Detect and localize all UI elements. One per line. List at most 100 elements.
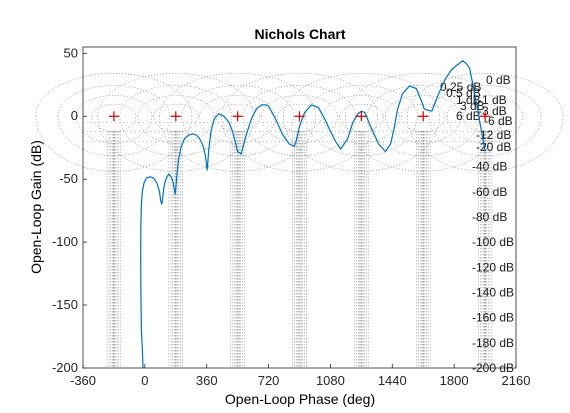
grid-contour-arc [446,116,524,144]
grid-label-3dB: 3 dB [460,99,485,113]
x-tick-label: 720 [258,373,280,388]
y-tick-label: -150 [52,297,78,312]
critical-point-marker [356,111,367,122]
y-tick-label: 50 [64,45,78,60]
grid-label--60dB: -60 dB [472,185,507,199]
grid-contour-arc [181,85,294,117]
grid-label-6dB: 6 dB [456,109,481,123]
x-tick-label: 2160 [502,373,531,388]
grid-contour-arc [137,95,215,117]
grid-contour-arc [199,95,276,117]
chart-title: Nichols Chart [254,26,345,42]
grid-contour-arc [221,73,378,117]
grid-contour-arc [366,116,480,157]
grid-label--180dB: -180 dB [472,336,514,350]
grid-contour-arc [384,95,462,117]
grid-contour-arc [159,116,316,172]
grid-contour-arc [35,73,193,117]
grid-contour-arc [119,116,233,157]
grid-label--1dB: -1 dB [478,93,507,107]
grid-label-1dB: 1 dB [456,93,481,107]
grid-contour-arc [344,116,502,172]
y-axis-ticks: -200 -150 -100 -50 0 50 [52,45,87,375]
grid-contour-arc [119,85,233,117]
grid-label-0dB: 0 dB [486,73,511,87]
x-tick-label: 1080 [316,373,345,388]
y-tick-label: 0 [71,108,78,123]
grid-label--80dB: -80 dB [472,210,507,224]
grid-contour-arc [428,116,542,157]
critical-point-marker [108,111,119,122]
grid-contour-arc [323,95,400,117]
grid-label--6dB: -6 dB [484,114,513,128]
x-axis-label: Open-Loop Phase (deg) [225,391,375,407]
grid-label--120dB: -120 dB [472,260,514,274]
critical-point-markers [108,111,491,122]
axes-box [82,46,517,369]
grid-contour-arc [366,85,480,117]
grid-contour-arc [215,103,260,117]
x-tick-label: 360 [196,373,218,388]
grid-contour-arc [215,116,260,133]
grid-contour-arc [91,116,137,133]
grid-contour-arc [75,95,153,117]
grid-contour-arc [339,103,384,117]
grid-contour-arc [199,116,276,144]
grid-contour-arc [406,73,564,117]
grid-label--140dB: -140 dB [472,285,514,299]
critical-point-marker [232,111,243,122]
critical-point-marker [294,111,305,122]
grid-contour-arc [75,116,153,144]
nichols-grid [35,73,564,368]
grid-contour-arc [384,116,462,144]
grid-contour-arc [462,116,508,133]
grid-contour-arc [323,116,400,144]
grid-label--40dB: -40 dB [472,160,507,174]
critical-point-marker [480,111,491,122]
x-axis-ticks: -360 0 360 720 1080 1440 1800 2160 [70,364,530,388]
grid-contour-arc [283,116,440,172]
grid-magnitude-labels: 0 dB0.25 dB0.5 dB1 dB-1 dB3 dB-3 dB6 dB -… [440,73,514,375]
grid-label--20dB: -20 dB [476,140,511,154]
grid-label--12dB: -12 dB [476,128,511,142]
y-tick-label: -100 [52,234,78,249]
critical-point-marker [418,111,429,122]
grid-contour-arc [221,116,378,172]
grid-label--100dB: -100 dB [472,235,514,249]
grid-contour-arc [159,73,316,117]
grid-contour-arc [97,73,255,117]
response-curve [140,60,486,369]
grid-contour-arc [91,103,137,117]
grid-label-05dB: 0.5 dB [446,86,481,100]
grid-contour-arc [283,73,440,117]
grid-contour-arc [446,95,524,117]
grid-contour-arc [277,103,322,117]
critical-point-marker [170,111,181,122]
grid-contour-arc [97,116,255,172]
grid-contour-arc [243,85,356,117]
grid-contour-arc [261,95,338,117]
grid-contour-arc [57,116,171,157]
grid-contour-arc [305,116,418,157]
grid-contour-arc [462,103,508,117]
grid-contour-arc [400,103,446,117]
grid-label-025dB: 0.25 dB [440,80,481,94]
y-tick-label: -50 [59,171,78,186]
grid-contour-arc [137,116,215,144]
grid-contour-arc [153,103,199,117]
grid-contour-arc [261,116,338,144]
grid-contour-arc [339,116,384,133]
grid-contour-arc [428,85,542,117]
grid-contour-arc [344,73,502,117]
grid-contour-arc [406,116,564,172]
grid-contour-arc [181,116,294,157]
x-tick-label: -360 [70,373,96,388]
x-tick-label: 1440 [378,373,407,388]
y-axis-label: Open-Loop Gain (dB) [28,140,44,274]
grid-contour-arc [57,85,171,117]
grid-contour-arc [305,85,418,117]
x-tick-label: 1800 [440,373,469,388]
x-tick-label: 0 [141,373,148,388]
y-tick-label: -200 [52,360,78,375]
